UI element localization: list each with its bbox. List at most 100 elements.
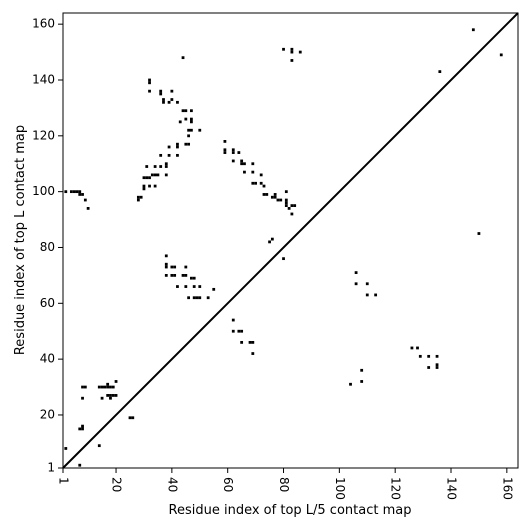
contact-point-lower: [290, 204, 294, 207]
contact-point-lower: [97, 444, 101, 448]
contact-point-lower: [106, 385, 110, 389]
contact-point-upper: [471, 28, 475, 32]
contact-point-lower: [198, 285, 202, 288]
contact-point-lower: [270, 195, 274, 199]
contact-point-lower: [148, 176, 151, 180]
contact-point-upper: [435, 366, 439, 369]
contact-point-upper: [438, 70, 442, 74]
contact-point-lower: [176, 100, 179, 104]
contact-point-lower: [81, 385, 84, 389]
contact-point-lower: [142, 176, 146, 180]
contact-point-lower: [240, 159, 244, 163]
contact-point-lower: [114, 394, 118, 397]
contact-point-lower: [136, 198, 140, 202]
x-tick-label: 40: [165, 477, 179, 492]
contact-point-lower: [170, 98, 174, 101]
contact-point-lower: [184, 265, 188, 269]
contact-point-upper: [427, 366, 431, 369]
x-tick-label: 80: [277, 477, 291, 492]
contact-point-lower: [273, 193, 277, 196]
contact-point-lower: [64, 447, 68, 450]
contact-point-lower: [290, 47, 294, 51]
contact-point-lower: [136, 195, 140, 199]
y-tick-label: 60: [40, 296, 55, 310]
contact-point-lower: [231, 159, 235, 163]
contact-point-lower: [198, 128, 202, 132]
contact-point-lower: [81, 396, 84, 400]
contact-point-lower: [106, 382, 110, 386]
contact-point-lower: [159, 153, 163, 157]
contact-point-lower: [106, 394, 110, 397]
contact-point-lower: [276, 198, 280, 202]
contact-point-lower: [170, 89, 174, 93]
contact-point-lower: [69, 190, 73, 194]
contact-point-upper: [435, 354, 439, 358]
contact-point-lower: [284, 190, 288, 194]
upper-triangle-points: [349, 28, 503, 386]
contact-point-lower: [64, 190, 68, 194]
contact-point-lower: [86, 207, 90, 210]
contact-point-upper: [354, 271, 358, 274]
contact-point-lower: [162, 98, 165, 101]
contact-point-lower: [170, 265, 174, 269]
contact-point-lower: [231, 151, 235, 154]
contact-point-lower: [181, 274, 185, 277]
contact-point-lower: [131, 416, 135, 420]
contact-point-lower: [153, 165, 157, 168]
y-tick-label: 120: [32, 128, 55, 142]
contact-point-lower: [187, 142, 191, 146]
contact-point-lower: [190, 128, 193, 132]
contact-point-lower: [164, 173, 168, 177]
contact-point-lower: [293, 204, 297, 207]
contact-point-lower: [148, 184, 151, 188]
contact-point-lower: [240, 329, 244, 333]
contact-point-lower: [223, 151, 227, 154]
contact-point-lower: [142, 184, 146, 188]
contact-point-lower: [243, 162, 246, 166]
contact-point-lower: [162, 100, 165, 104]
contact-point-lower: [270, 237, 274, 241]
contact-point-lower: [212, 287, 216, 291]
contact-point-lower: [159, 165, 163, 168]
contact-point-lower: [184, 285, 188, 288]
x-axis-label: Residue index of top L/5 contact map: [169, 503, 412, 518]
contact-point-lower: [282, 47, 285, 51]
contact-point-lower: [223, 140, 227, 143]
contact-point-lower: [284, 201, 288, 205]
contact-point-lower: [190, 117, 193, 121]
contact-point-lower: [164, 274, 168, 277]
contact-point-lower: [273, 195, 277, 199]
contact-point-lower: [243, 170, 246, 174]
contact-point-lower: [100, 396, 104, 400]
contact-point-lower: [184, 142, 188, 146]
plot-area: 1 20 40 60 80 100 120 140 160 120406080100120140…: [32, 12, 519, 500]
contact-point-lower: [192, 296, 196, 300]
contact-point-lower: [164, 162, 168, 166]
contact-point-lower: [282, 257, 285, 261]
contact-point-lower: [192, 276, 196, 280]
contact-point-lower: [78, 463, 82, 467]
x-tick-label: 20: [110, 477, 124, 492]
contact-point-lower: [100, 385, 104, 389]
contact-point-lower: [251, 340, 255, 344]
contact-point-lower: [83, 385, 87, 389]
contact-point-lower: [167, 153, 171, 157]
contact-point-upper: [354, 282, 358, 286]
contact-point-lower: [164, 265, 168, 269]
contact-point-upper: [477, 232, 481, 235]
contact-point-lower: [287, 207, 291, 210]
contact-point-lower: [184, 109, 188, 113]
contact-point-lower: [176, 145, 179, 149]
contact-point-lower: [72, 190, 76, 194]
contact-point-lower: [231, 148, 235, 152]
y-tick-label: 80: [40, 240, 55, 254]
contact-point-lower: [187, 296, 191, 300]
contact-point-lower: [75, 190, 79, 194]
x-tick-label: 60: [221, 477, 235, 492]
diagonal-line: [62, 12, 519, 469]
contact-point-lower: [290, 50, 294, 54]
contact-point-lower: [128, 416, 132, 420]
contact-point-lower: [156, 173, 160, 177]
contact-point-lower: [78, 427, 82, 431]
